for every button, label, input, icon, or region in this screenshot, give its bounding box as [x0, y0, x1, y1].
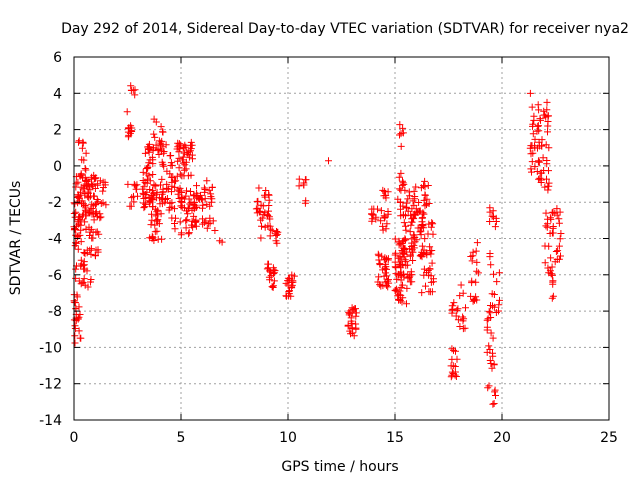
y-tick-label: 0: [53, 159, 62, 175]
x-tick-label: 20: [493, 430, 511, 446]
y-tick-label: 4: [53, 86, 62, 102]
y-tick-label: -12: [39, 377, 62, 393]
data-points: [70, 82, 565, 408]
y-tick-label: -4: [48, 232, 62, 248]
chart-title: Day 292 of 2014, Sidereal Day-to-day VTE…: [61, 21, 629, 37]
grid-lines: [74, 57, 609, 420]
x-tick-label: 10: [279, 430, 297, 446]
y-axis-label: SDTVAR / TECUs: [8, 181, 24, 296]
x-tick-label: 0: [70, 430, 79, 446]
y-tick-label: -8: [48, 304, 62, 320]
y-tick-label: 6: [53, 50, 62, 66]
y-tick-label: -14: [39, 413, 62, 429]
scatter-points: [70, 82, 565, 408]
x-tick-label: 25: [600, 430, 618, 446]
x-axis-label: GPS time / hours: [281, 459, 398, 475]
y-tick-label: -10: [39, 340, 62, 356]
y-tick-label: -6: [48, 268, 62, 284]
axis-ticks: 0 5 10 15 20 25 -14 -12 -10 -8 -6 -4 -2 0 2 4 6: [39, 50, 618, 446]
x-tick-label: 5: [177, 430, 186, 446]
y-tick-label: 2: [53, 123, 62, 139]
y-tick-label: -2: [48, 195, 62, 211]
x-tick-label: 15: [386, 430, 404, 446]
